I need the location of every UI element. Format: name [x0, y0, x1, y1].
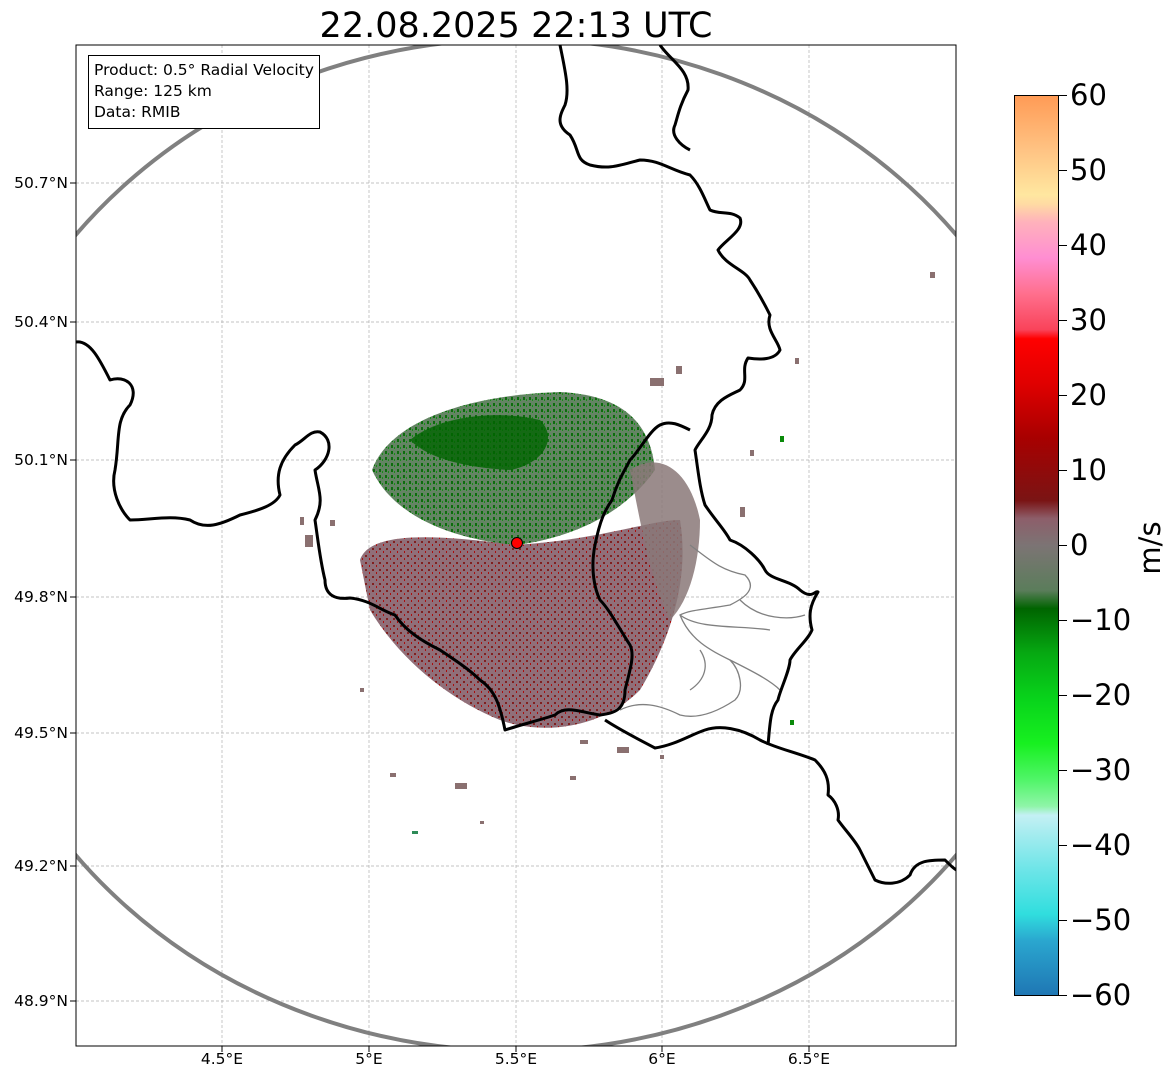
colorbar-tick: [1059, 995, 1067, 996]
colorbar-label-10: 10: [1070, 453, 1107, 487]
echo-core-dark-green: [410, 415, 549, 470]
echo-outbound-south: [360, 520, 683, 728]
colorbar-label-minus-10: −10: [1070, 603, 1132, 637]
colorbar-tick: [1059, 320, 1067, 321]
echo-east-fringe: [630, 462, 700, 620]
colorbar-label-0: 0: [1070, 528, 1089, 562]
radar-site-marker: [511, 537, 523, 549]
colorbar-label-minus-40: −40: [1070, 828, 1132, 862]
velocity-colorbar: [1014, 95, 1059, 996]
map-title: 22.08.2025 22:13 UTC: [319, 6, 713, 46]
colorbar-label-60: 60: [1070, 78, 1107, 112]
colorbar-label-30: 30: [1070, 303, 1107, 337]
colorbar-tick: [1059, 395, 1067, 396]
colorbar-label-50: 50: [1070, 153, 1107, 187]
lat-label-50-7: 50.7°N: [14, 174, 68, 192]
product-line: Product: 0.5° Radial Velocity: [94, 61, 314, 79]
data-source-line: Data: RMIB: [94, 103, 181, 121]
product-info-box: Product: 0.5° Radial Velocity Range: 125…: [88, 55, 320, 129]
axis-ticks: [70, 182, 810, 1052]
lat-label-48-9: 48.9°N: [14, 992, 68, 1010]
colorbar-tick: [1059, 245, 1067, 246]
range-line: Range: 125 km: [94, 82, 212, 100]
lat-label-49-2: 49.2°N: [14, 857, 68, 875]
lat-label-49-5: 49.5°N: [14, 724, 68, 742]
country-borders: [76, 45, 956, 885]
lon-label-5-5: 5.5°E: [494, 1050, 538, 1068]
colorbar-tick: [1059, 170, 1067, 171]
colorbar-label-minus-50: −50: [1070, 903, 1132, 937]
colorbar-tick: [1059, 920, 1067, 921]
colorbar-tick: [1059, 620, 1067, 621]
colorbar-label-40: 40: [1070, 228, 1107, 262]
colorbar-tick: [1059, 470, 1067, 471]
colorbar-label-minus-60: −60: [1070, 978, 1132, 1012]
lon-label-4-5: 4.5°E: [200, 1050, 244, 1068]
colorbar-tick: [1059, 770, 1067, 771]
colorbar-tick: [1059, 95, 1067, 96]
velocity-echoes: [300, 272, 935, 834]
colorbar-label-20: 20: [1070, 378, 1107, 412]
colorbar-tick: [1059, 545, 1067, 546]
colorbar-tick: [1059, 845, 1067, 846]
admin-borders: [619, 544, 806, 717]
lon-label-6: 6°E: [648, 1050, 676, 1068]
lat-label-49-8: 49.8°N: [14, 588, 68, 606]
colorbar-label-minus-20: −20: [1070, 678, 1132, 712]
colorbar-label-minus-30: −30: [1070, 753, 1132, 787]
lat-label-50-1: 50.1°N: [14, 451, 68, 469]
colorbar-unit-label: m/s: [1133, 521, 1167, 575]
lat-label-50-4: 50.4°N: [14, 313, 68, 331]
echo-speckles: [300, 272, 935, 834]
lon-label-6-5: 6.5°E: [787, 1050, 831, 1068]
colorbar-tick: [1059, 695, 1067, 696]
lon-label-5: 5°E: [355, 1050, 383, 1068]
